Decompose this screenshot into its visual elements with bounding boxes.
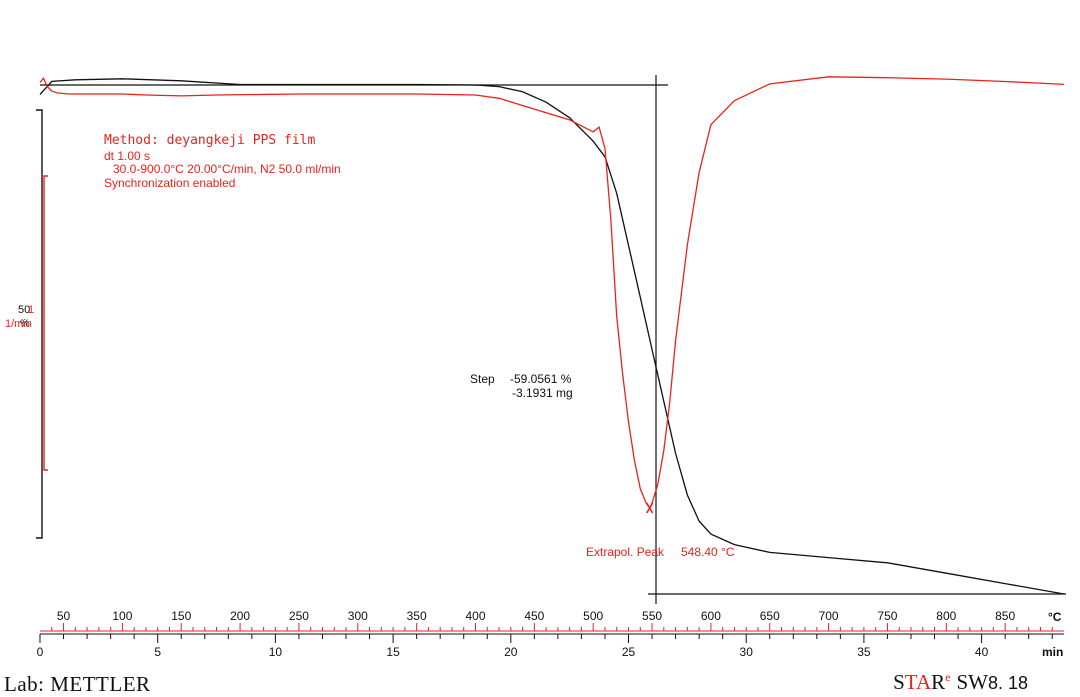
- logo-sw: SW: [956, 670, 988, 694]
- left-scale-bars: [36, 109, 48, 539]
- left-axis-label-percent: %: [20, 318, 30, 330]
- left-axis-label-rate: 1/min: [5, 318, 32, 330]
- temp-tick-label: 250: [289, 609, 309, 623]
- tga-curve: [39, 78, 1065, 595]
- time-tick-label: 35: [857, 645, 871, 659]
- method-info: Method: deyangkeji PPS film dt 1.00 s 30…: [104, 133, 341, 190]
- time-axis-unit: min: [1042, 645, 1063, 659]
- step-construction: [40, 75, 1066, 604]
- logo-s: S: [893, 670, 905, 694]
- stare-logo: STARe SW8. 18: [893, 670, 1028, 695]
- temp-tick-label: 100: [112, 609, 132, 623]
- software-version: 8. 18: [987, 673, 1028, 693]
- time-axis: 0 5 10 15 20 25 30 35 40: [37, 634, 1053, 659]
- logo-r: R: [931, 670, 946, 694]
- temp-tick-label: 450: [524, 609, 544, 623]
- time-tick-label: 30: [740, 645, 754, 659]
- dtg-curve: [39, 76, 1065, 510]
- temp-tick-label: 700: [819, 609, 839, 623]
- left-scale-tick-red: 1: [28, 304, 34, 316]
- temp-axis-unit: °C: [1048, 610, 1062, 624]
- time-tick-label: 15: [386, 645, 400, 659]
- lab-label: Lab: METTLER: [4, 672, 151, 696]
- temp-tick-label: 400: [465, 609, 485, 623]
- time-tick-label: 25: [622, 645, 636, 659]
- logo-ta: TA: [904, 670, 932, 694]
- peak-label: Extrapol. Peak: [586, 545, 665, 559]
- step-percent: -59.0561 %: [510, 372, 572, 386]
- temp-tick-label: 500: [583, 609, 603, 623]
- temp-tick-label: 650: [760, 609, 780, 623]
- temp-tick-label: 200: [230, 609, 250, 623]
- time-tick-label: 20: [504, 645, 518, 659]
- time-tick-label: 40: [975, 645, 989, 659]
- method-line: 30.0-900.0°C 20.00°C/min, N2 50.0 ml/min: [113, 162, 341, 176]
- step-label: Step: [470, 372, 495, 386]
- temp-tick-label: 850: [995, 609, 1015, 623]
- temp-tick-label: 550: [642, 609, 662, 623]
- temp-tick-label: 600: [701, 609, 721, 623]
- method-line: dt 1.00 s: [104, 149, 150, 163]
- temp-tick-label: 150: [171, 609, 191, 623]
- temp-tick-label: 350: [407, 609, 427, 623]
- temp-tick-label: 300: [348, 609, 368, 623]
- temp-tick-label: 50: [57, 609, 71, 623]
- time-tick-label: 0: [37, 645, 44, 659]
- temp-tick-label: 750: [877, 609, 897, 623]
- time-tick-label: 10: [269, 645, 283, 659]
- method-line: Synchronization enabled: [104, 176, 235, 190]
- peak-value: 548.40 °C: [681, 545, 735, 559]
- temp-tick-label: 800: [936, 609, 956, 623]
- left-scale-tick-black: 50: [18, 304, 30, 316]
- temperature-axis: 50 100 150 200 250 300 350 400 450 500 550 600 650 70…: [51, 609, 1053, 631]
- step-mass: -3.1931 mg: [512, 386, 573, 400]
- time-tick-label: 5: [154, 645, 161, 659]
- peak-marker: [646, 502, 654, 514]
- method-line: Method: deyangkeji PPS film: [104, 133, 315, 148]
- logo-e: e: [945, 670, 951, 684]
